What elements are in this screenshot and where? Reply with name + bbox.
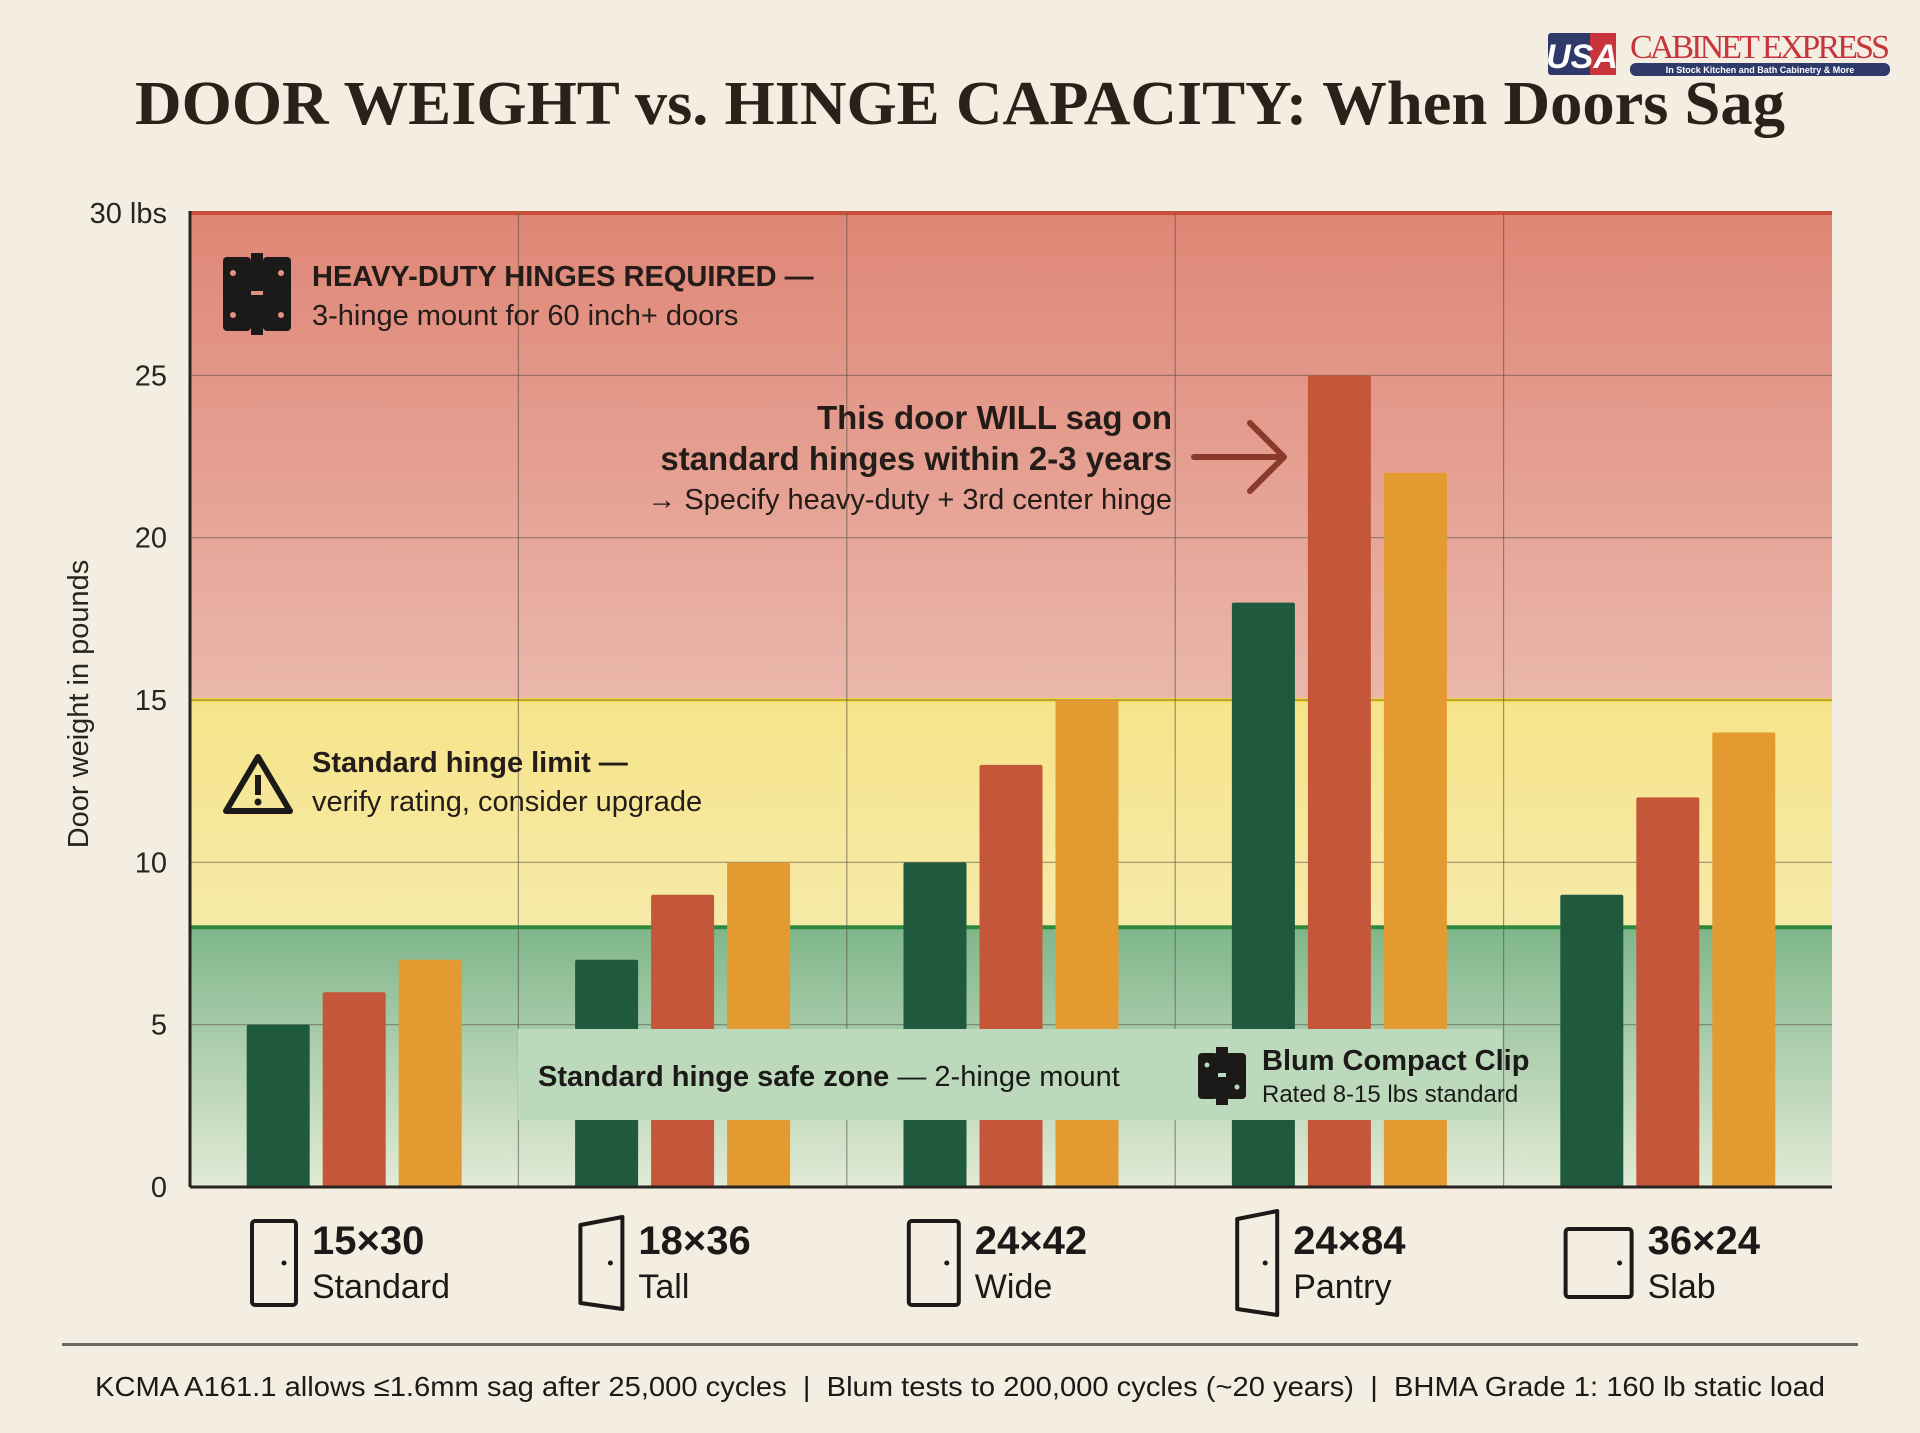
bar: [979, 764, 1043, 1187]
door-outline: [250, 1219, 298, 1307]
safe-zone-label: Standard hinge safe zone: [538, 1061, 889, 1093]
x-tick-size: 24×42: [975, 1219, 1087, 1263]
door-knob: [1262, 1260, 1268, 1266]
chart-title: DOOR WEIGHT vs. HINGE CAPACITY: When Doo…: [135, 70, 1785, 138]
footer-note: KCMA A161.1 allows ≤1.6mm sag after 25,0…: [95, 1371, 1825, 1402]
door-outline: [906, 1219, 961, 1307]
door-icon: [1563, 1227, 1634, 1299]
bar: [727, 862, 791, 1187]
limit-label: Standard hinge limit —: [312, 747, 628, 779]
zone-band: [190, 213, 1832, 700]
door-outline: [1563, 1227, 1634, 1299]
heavy-duty-sub: 3-hinge mount for 60 inch+ doors: [312, 300, 738, 332]
x-tick-name: Standard: [312, 1268, 450, 1306]
x-tick-size: 15×30: [312, 1219, 424, 1263]
door-open-icon: [578, 1215, 625, 1311]
logo-tagline-band: [1630, 63, 1890, 76]
door-icon: [250, 1219, 298, 1307]
blum-sub: Rated 8-15 lbs standard: [1262, 1081, 1518, 1108]
hinge-icon: [223, 253, 291, 335]
safe-zone-text: Standard hinge safe zone — 2-hinge mount: [538, 1061, 1120, 1093]
x-tick-size: 24×84: [1293, 1219, 1406, 1263]
door-knob: [944, 1260, 950, 1266]
blum-title: Blum Compact Clip: [1262, 1045, 1529, 1077]
logo-text: CABINET EXPRESS: [1630, 29, 1890, 66]
y-tick-label: 20: [135, 523, 167, 555]
x-tick-size: 18×36: [638, 1219, 750, 1263]
door-knob: [281, 1260, 287, 1266]
safe-zone-sub: — 2-hinge mount: [897, 1061, 1119, 1093]
sag-line-2: standard hinges within 2-3 years: [660, 440, 1172, 477]
door-outline: [578, 1215, 625, 1311]
x-tick-name: Wide: [975, 1268, 1052, 1306]
arrow-right-icon: [1191, 420, 1287, 494]
y-tick-label: 30 lbs: [90, 198, 167, 230]
bar: [322, 992, 386, 1187]
door-knob: [1617, 1260, 1623, 1266]
bar: [1383, 472, 1447, 1187]
door-open-icon: [1235, 1209, 1280, 1317]
y-tick-label: 0: [151, 1172, 167, 1204]
bar: [1560, 894, 1624, 1187]
door-outline: [1235, 1209, 1280, 1317]
bar: [1636, 797, 1700, 1187]
warning-icon: [223, 754, 293, 814]
logo: USA CABINET EXPRESS In Stock Kitchen and…: [1546, 29, 1890, 76]
heavy-duty-label: HEAVY-DUTY HINGES REQUIRED —: [312, 261, 814, 293]
hinge-icon: [1198, 1047, 1246, 1105]
x-tick-name: Slab: [1648, 1268, 1716, 1306]
x-tick-name: Pantry: [1293, 1268, 1391, 1306]
limit-sub: verify rating, consider upgrade: [312, 786, 702, 818]
y-tick-label: 5: [151, 1010, 167, 1042]
door-knob: [607, 1260, 613, 1266]
sag-line-3: → Specify heavy-duty + 3rd center hinge: [647, 484, 1172, 516]
y-tick-label: 25: [135, 360, 167, 392]
logo-flag-red: [1590, 33, 1616, 75]
door-icon: [906, 1219, 961, 1307]
y-tick-label: 10: [135, 847, 167, 879]
x-tick-size: 36×24: [1648, 1219, 1761, 1263]
bar: [246, 1024, 310, 1187]
footer-divider: [62, 1343, 1858, 1346]
bar: [398, 959, 462, 1187]
bar: [903, 862, 967, 1187]
y-axis-label: Door weight in pounds: [63, 560, 95, 849]
logo-mark: USA: [1546, 38, 1618, 76]
x-tick-name: Tall: [638, 1268, 689, 1306]
bar: [1307, 375, 1371, 1187]
safe-zone-label-band: [518, 1029, 1502, 1120]
logo-tagline: In Stock Kitchen and Bath Cabinetry & Mo…: [1666, 65, 1855, 75]
bar: [1712, 732, 1776, 1187]
sag-line-1: This door WILL sag on: [817, 399, 1172, 436]
y-tick-label: 15: [135, 685, 167, 717]
